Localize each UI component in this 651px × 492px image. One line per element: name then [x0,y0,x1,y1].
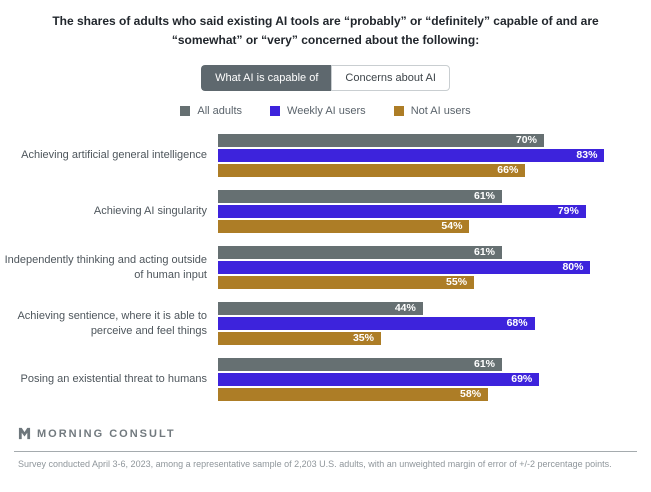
bar-not-ai-users: 55% [218,276,475,290]
bar-cluster: 61% 80% 55% [218,246,651,290]
bar-not-ai-users: 35% [218,332,381,346]
divider [14,451,637,453]
bar-value-label: 61% [473,190,495,203]
bar-value-label: 69% [511,373,533,386]
tab-concerns-about-ai[interactable]: Concerns about AI [331,65,450,92]
chart-group: Achieving artificial general intelligenc… [0,134,651,178]
legend-item-not-ai-users: Not AI users [393,105,471,118]
bar-value-label: 79% [557,205,579,218]
bar-value-label: 83% [576,149,598,162]
legend-label: Not AI users [410,105,471,118]
category-label: Posing an existential threat to humans [20,373,207,386]
category-label: Achieving sentience, where it is able to… [17,309,207,337]
bar-value-label: 61% [473,358,495,371]
category-label: Achieving artificial general intelligenc… [21,149,207,162]
legend-swatch-weekly-ai-users [270,106,281,117]
morning-consult-logo-icon [18,428,31,440]
bar-cluster: 61% 69% 58% [218,358,651,402]
bar-weekly-ai-users: 69% [218,373,540,387]
brand-name: MORNING CONSULT [37,427,176,440]
bar-all-adults: 61% [218,358,502,372]
bar-cluster: 70% 83% 66% [218,134,651,178]
chart: Achieving artificial general intelligenc… [0,134,651,402]
chart-group: Achieving sentience, where it is able to… [0,302,651,346]
legend-swatch-not-ai-users [393,106,404,117]
bar-value-label: 61% [473,246,495,259]
tab-bar: What AI is capable of Concerns about AI [0,65,651,92]
bar-not-ai-users: 58% [218,388,489,402]
chart-title: The shares of adults who said existing A… [52,14,599,47]
legend-label: All adults [197,105,243,118]
legend-item-all-adults: All adults [180,105,242,117]
category-label: Achieving AI singularity [93,205,207,218]
bar-all-adults: 61% [218,190,502,204]
bar-all-adults: 70% [218,134,544,148]
bar-weekly-ai-users: 79% [218,205,586,219]
legend-label: Weekly AI users [287,105,366,118]
bar-value-label: 54% [441,220,463,233]
legend: All adults Weekly AI users Not AI users [0,105,651,117]
bar-value-label: 58% [460,388,482,401]
category-label: Independently thinking and acting outsid… [4,253,207,281]
legend-swatch-all-adults [180,106,191,117]
bar-value-label: 80% [562,261,584,274]
bar-weekly-ai-users: 83% [218,149,605,163]
bar-value-label: 66% [497,164,519,177]
bar-value-label: 70% [515,134,537,147]
chart-group: Posing an existential threat to humans 61… [0,358,651,402]
bar-value-label: 35% [352,332,374,345]
bar-value-label: 68% [506,317,528,330]
bar-cluster: 44% 68% 35% [218,302,651,346]
footnote: Survey conducted April 3-6, 2023, among … [18,459,612,470]
bar-value-label: 55% [446,276,468,289]
bar-weekly-ai-users: 68% [218,317,535,331]
bar-weekly-ai-users: 80% [218,261,591,275]
bar-not-ai-users: 66% [218,164,526,178]
bar-all-adults: 61% [218,246,502,260]
bar-value-label: 44% [394,302,416,315]
legend-item-weekly-ai-users: Weekly AI users [270,105,366,117]
chart-group: Achieving AI singularity 61% 79% 54% [0,190,651,234]
brand: MORNING CONSULT [18,427,651,440]
bar-all-adults: 44% [218,302,423,316]
chart-group: Independently thinking and acting outsid… [0,246,651,290]
bar-cluster: 61% 79% 54% [218,190,651,234]
bar-not-ai-users: 54% [218,220,470,234]
tab-what-ai-is-capable-of[interactable]: What AI is capable of [201,65,332,92]
